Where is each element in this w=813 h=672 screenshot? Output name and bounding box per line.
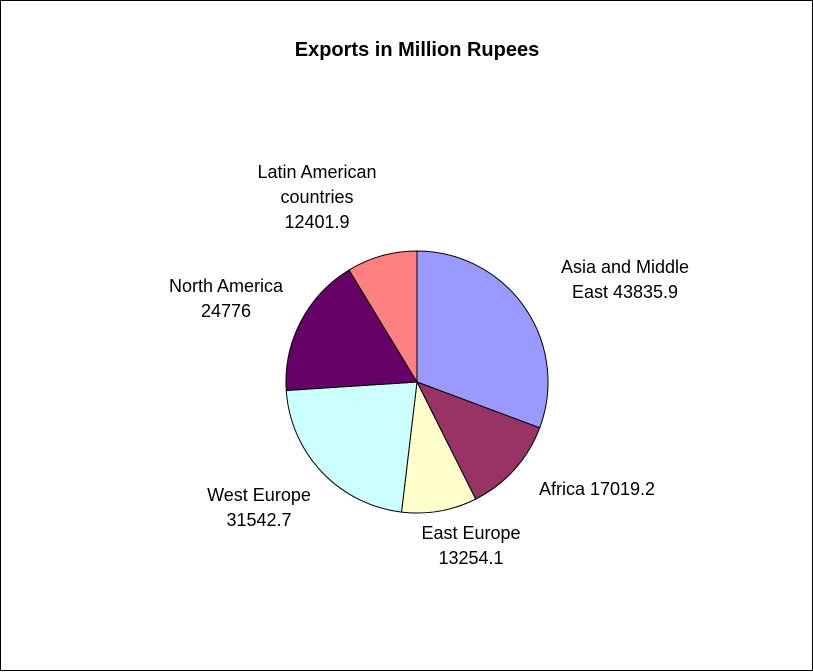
pie-slice-asia-and-middle-east bbox=[416, 250, 549, 429]
pie-slice-africa bbox=[415, 381, 541, 500]
data-label-west-europe: West Europe 31542.7 bbox=[207, 485, 311, 530]
pie-slice-north-america bbox=[285, 269, 418, 392]
pie-labels: Asia and Middle East 43835.9 Africa 17019.… bbox=[169, 162, 689, 568]
data-label-africa: Africa 17019.2 bbox=[539, 479, 655, 499]
pie-slice-west-europe bbox=[285, 381, 418, 513]
pie-slice-latin-american-countries bbox=[348, 250, 418, 384]
data-label-east-europe: East Europe 13254.1 bbox=[421, 523, 520, 568]
data-label-north-america: North America 24776 bbox=[169, 276, 284, 321]
data-label-asia-and-middle-east: Asia and Middle East 43835.9 bbox=[561, 257, 689, 302]
chart-title: Exports in Million Rupees bbox=[295, 39, 539, 61]
data-label-latin-american-countries: Latin American countries 12401.9 bbox=[257, 162, 376, 232]
pie-slice-east-europe bbox=[400, 380, 477, 514]
pie-slices bbox=[285, 250, 549, 514]
